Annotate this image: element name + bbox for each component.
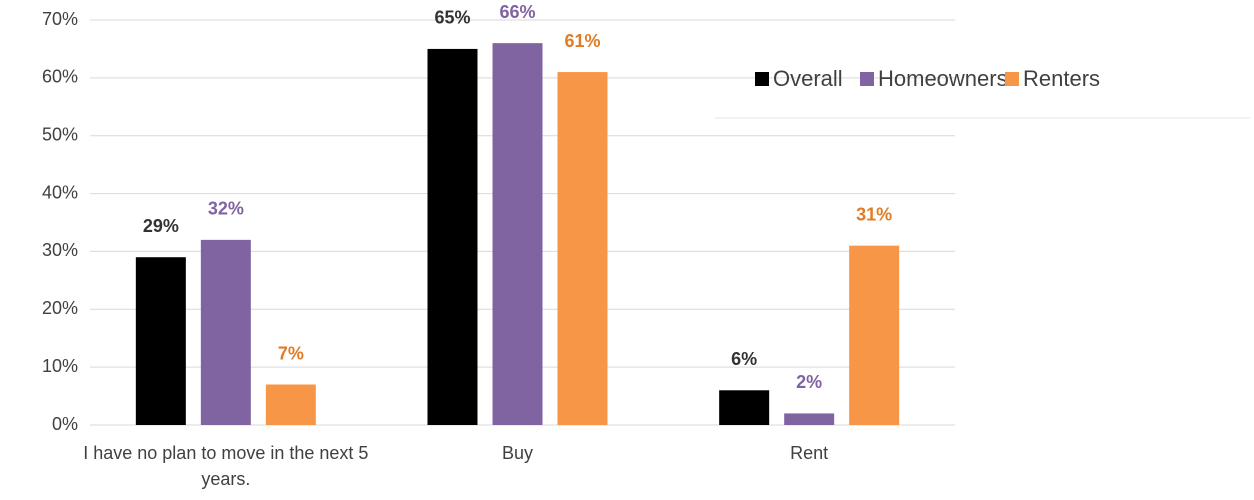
bar: [492, 43, 543, 426]
data-label: 7%: [278, 343, 304, 363]
legend-label: Overall: [773, 66, 843, 91]
data-label: 65%: [434, 8, 470, 28]
bar: [557, 72, 608, 426]
x-tick-label: Rent: [790, 443, 829, 463]
bar: [135, 257, 186, 425]
data-label: 66%: [499, 2, 535, 22]
data-label: 2%: [796, 372, 822, 392]
y-tick-label: 40%: [42, 182, 78, 202]
y-tick-label: 60%: [42, 67, 78, 87]
data-label: 61%: [564, 31, 600, 51]
bar: [265, 384, 316, 425]
bar: [200, 239, 251, 425]
y-tick-label: 20%: [42, 298, 78, 318]
legend-label: Homeowners: [878, 66, 1008, 91]
legend-swatch: [860, 72, 874, 86]
y-tick-label: 30%: [42, 240, 78, 260]
x-tick-label: I have no plan to move in the next 5 yea…: [83, 443, 369, 489]
y-tick-label: 50%: [42, 124, 78, 144]
data-label: 6%: [731, 349, 757, 369]
bar: [427, 48, 478, 426]
bar: [849, 245, 900, 425]
data-label: 31%: [856, 204, 892, 224]
legend-swatch: [1005, 72, 1019, 86]
legend-label: Renters: [1023, 66, 1100, 91]
x-tick-label: Buy: [501, 443, 534, 463]
y-tick-label: 0%: [52, 414, 78, 434]
bar: [784, 413, 835, 425]
y-tick-label: 10%: [42, 356, 78, 376]
legend-swatch: [755, 72, 769, 86]
y-tick-label: 70%: [42, 9, 78, 29]
data-label: 32%: [208, 199, 244, 219]
data-label: 29%: [143, 216, 179, 236]
bar: [719, 390, 770, 425]
